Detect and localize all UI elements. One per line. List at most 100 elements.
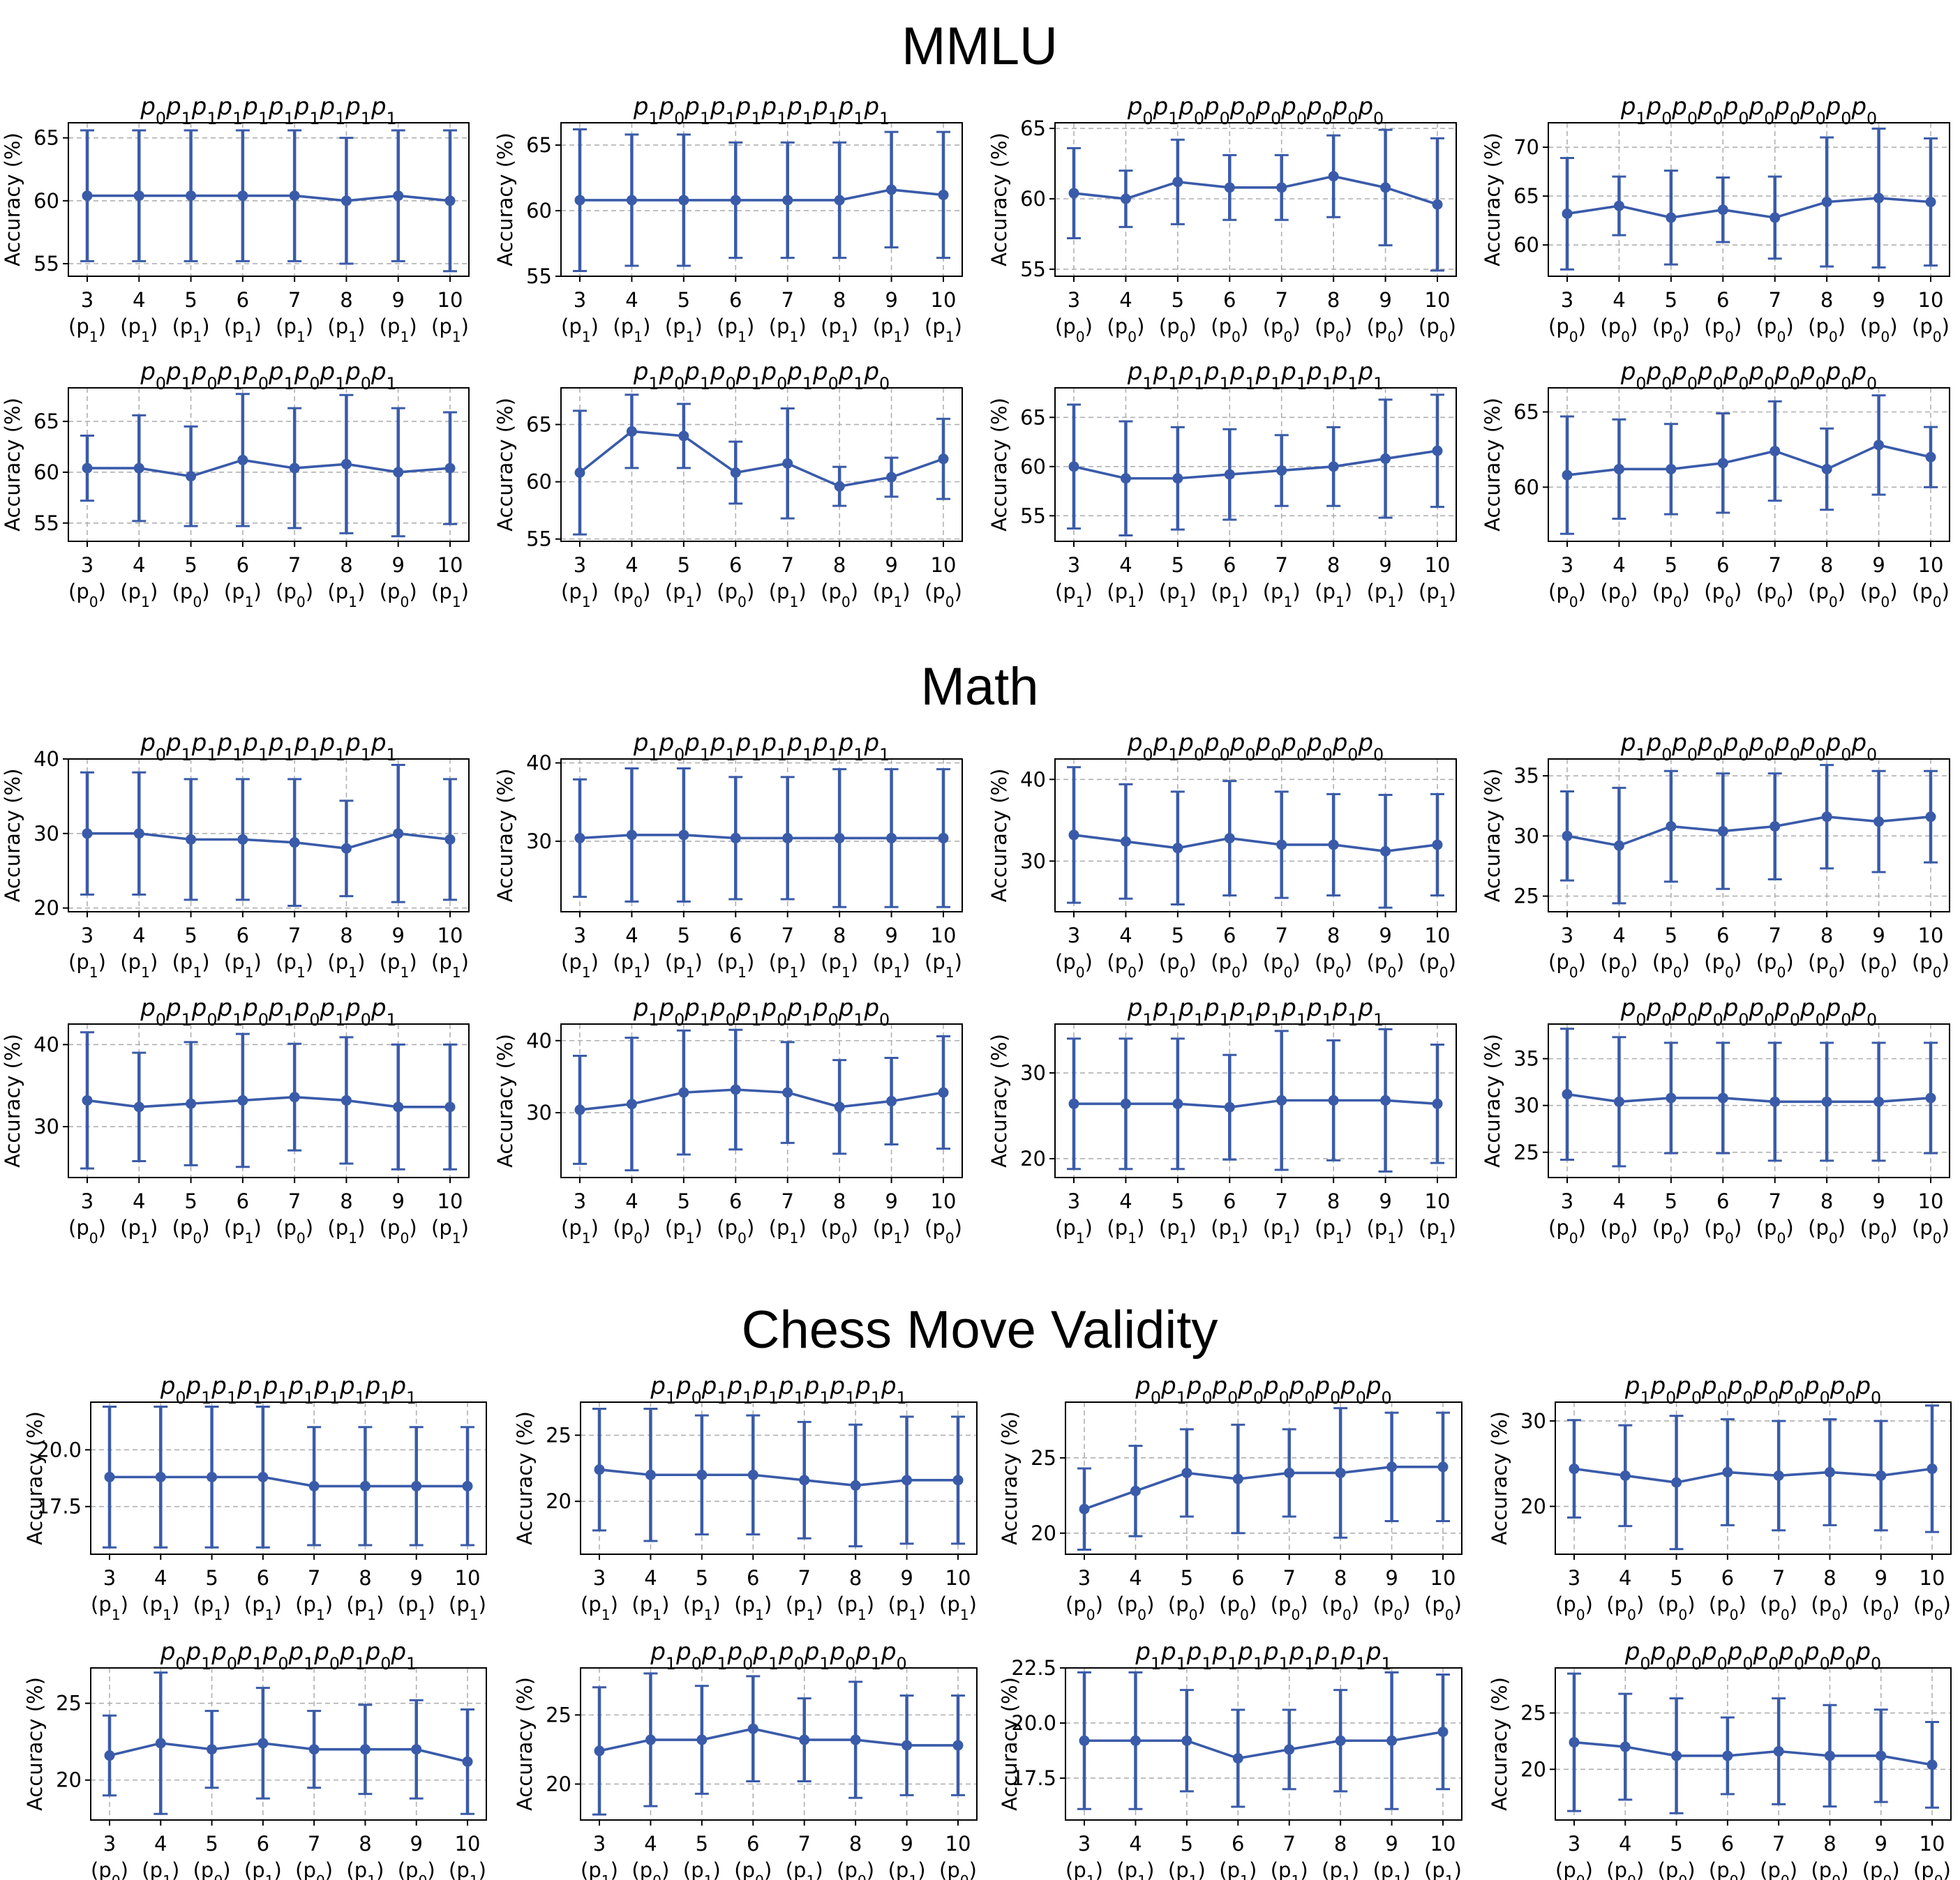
data-point xyxy=(444,195,456,206)
x-sub-label: (p0) xyxy=(91,1858,128,1880)
data-point xyxy=(1925,197,1936,208)
y-tick-label: 55 xyxy=(1020,504,1046,527)
x-sub-label: (p1) xyxy=(837,1593,874,1623)
series-line xyxy=(110,1475,467,1488)
panel-title: p0p1p0p1p0p1p0p1p0p1 xyxy=(140,358,396,393)
data-point xyxy=(1276,465,1287,476)
data-point xyxy=(952,1740,964,1751)
data-point xyxy=(82,828,93,839)
x-sub-label: (p1) xyxy=(1373,1858,1411,1880)
x-tick-label: 4 xyxy=(154,1566,167,1590)
data-point xyxy=(1276,839,1287,850)
x-tick-label: 5 xyxy=(1181,1832,1193,1856)
x-tick-label: 10 xyxy=(931,1189,957,1213)
axes-frame xyxy=(68,122,470,277)
y-tick-label: 20 xyxy=(1031,1521,1056,1545)
x-tick-label: 7 xyxy=(1282,1566,1295,1590)
x-tick-label: 8 xyxy=(1820,1189,1833,1213)
data-point xyxy=(186,1098,197,1109)
x-tick-label: 3 xyxy=(1568,1832,1580,1856)
y-tick-label: 30 xyxy=(1520,1409,1546,1433)
x-sub-label: (p0) xyxy=(1913,1593,1951,1623)
data-point xyxy=(359,1480,371,1491)
x-sub-label: (p0) xyxy=(1600,580,1638,610)
data-point xyxy=(1821,463,1832,474)
y-axis-label: Accuracy (%) xyxy=(1,1034,24,1168)
data-point xyxy=(1824,1466,1835,1477)
x-tick-label: 10 xyxy=(1425,924,1451,947)
panel-1-3: 25 30 35 3 (p0) 4 (p0) 5 (p0) 6 (p0) 7 (p0) 8 (p0) 9 (p0… xyxy=(1481,729,1950,981)
panel-0-6: 55 60 65 3 (p1) 4 (p1) 5 (p1) 6 (p1) 7 (p1) 8 (p1) 9 (p1… xyxy=(987,358,1457,610)
x-sub-label: (p0) xyxy=(1219,1593,1257,1623)
x-sub-label: (p0) xyxy=(613,580,650,610)
axes-frame xyxy=(1548,387,1950,542)
x-sub-label: (p1) xyxy=(327,580,365,610)
data-point xyxy=(1671,1750,1682,1761)
panel-title: p1p0p0p0p0p0p0p0p0p0 xyxy=(1620,93,1877,128)
y-tick-label: 20.0 xyxy=(1011,1711,1056,1735)
data-point xyxy=(678,1087,689,1098)
x-tick-label: 8 xyxy=(1823,1566,1836,1590)
x-tick-label: 3 xyxy=(1078,1566,1091,1590)
data-point xyxy=(133,1101,144,1113)
x-sub-label: (p0) xyxy=(398,1858,435,1880)
y-tick-label: 60 xyxy=(33,189,59,213)
data-point xyxy=(1717,825,1728,836)
x-sub-label: (p0) xyxy=(613,1216,650,1247)
data-point xyxy=(1181,1467,1192,1478)
x-sub-label: (p1) xyxy=(1263,580,1301,610)
data-point xyxy=(1821,197,1832,208)
data-point xyxy=(1380,182,1391,193)
y-tick-label: 35 xyxy=(1513,764,1539,788)
data-point xyxy=(1232,1473,1243,1484)
x-tick-label: 10 xyxy=(1425,1189,1451,1213)
x-sub-label: (p1) xyxy=(888,1858,926,1880)
axes-frame xyxy=(1065,1667,1462,1821)
x-sub-label: (p0) xyxy=(172,580,210,610)
x-sub-label: (p0) xyxy=(1315,950,1352,981)
series-line xyxy=(578,430,944,488)
data-point xyxy=(626,829,637,841)
x-sub-label: (p0) xyxy=(1756,580,1794,610)
x-sub-label: (p0) xyxy=(1704,315,1742,345)
axes-frame xyxy=(560,122,963,277)
x-tick-label: 5 xyxy=(184,1189,197,1213)
data-point xyxy=(1380,845,1391,857)
data-point xyxy=(1068,461,1079,472)
x-tick-label: 9 xyxy=(410,1566,422,1590)
y-tick-label: 20 xyxy=(546,1772,571,1796)
x-tick-label: 10 xyxy=(437,1189,463,1213)
y-tick-label: 55 xyxy=(526,527,552,551)
x-tick-label: 10 xyxy=(1430,1832,1456,1856)
x-sub-label: (p1) xyxy=(327,315,365,345)
y-tick-label: 65 xyxy=(1513,184,1539,208)
panel-0-7: 60 65 3 (p0) 4 (p0) 5 (p0) 6 (p0) 7 (p0) 8 (p0) 9 (p0) 1… xyxy=(1481,358,1950,610)
axes-frame xyxy=(1054,1023,1457,1178)
axes-frame xyxy=(560,758,963,912)
y-axis-label: Accuracy (%) xyxy=(1488,1677,1511,1811)
x-tick-label: 4 xyxy=(1129,1832,1142,1856)
data-point xyxy=(257,1738,269,1749)
series-line xyxy=(1073,449,1438,480)
data-point xyxy=(1613,200,1624,211)
data-point xyxy=(1130,1735,1141,1746)
x-tick-label: 4 xyxy=(644,1566,657,1590)
series-line xyxy=(580,188,944,202)
x-sub-label: (p0) xyxy=(1055,950,1093,981)
data-point xyxy=(678,430,689,442)
x-sub-label: (p0) xyxy=(1704,1216,1742,1247)
y-tick-label: 60 xyxy=(526,470,552,494)
data-point xyxy=(186,834,197,845)
panel-title: p0p1p1p1p1p1p1p1p1p1 xyxy=(160,1372,417,1408)
x-tick-label: 10 xyxy=(1918,1189,1944,1213)
x-tick-label: 8 xyxy=(849,1832,862,1856)
x-sub-label: (p1) xyxy=(431,580,469,610)
data-point xyxy=(1224,469,1235,480)
data-point xyxy=(782,195,793,206)
data-point xyxy=(594,1745,605,1757)
data-point xyxy=(444,1101,456,1113)
x-tick-label: 4 xyxy=(154,1832,167,1856)
x-sub-label: (p0) xyxy=(1808,580,1846,610)
y-tick-label: 40 xyxy=(33,1032,59,1056)
data-point xyxy=(1432,445,1443,456)
